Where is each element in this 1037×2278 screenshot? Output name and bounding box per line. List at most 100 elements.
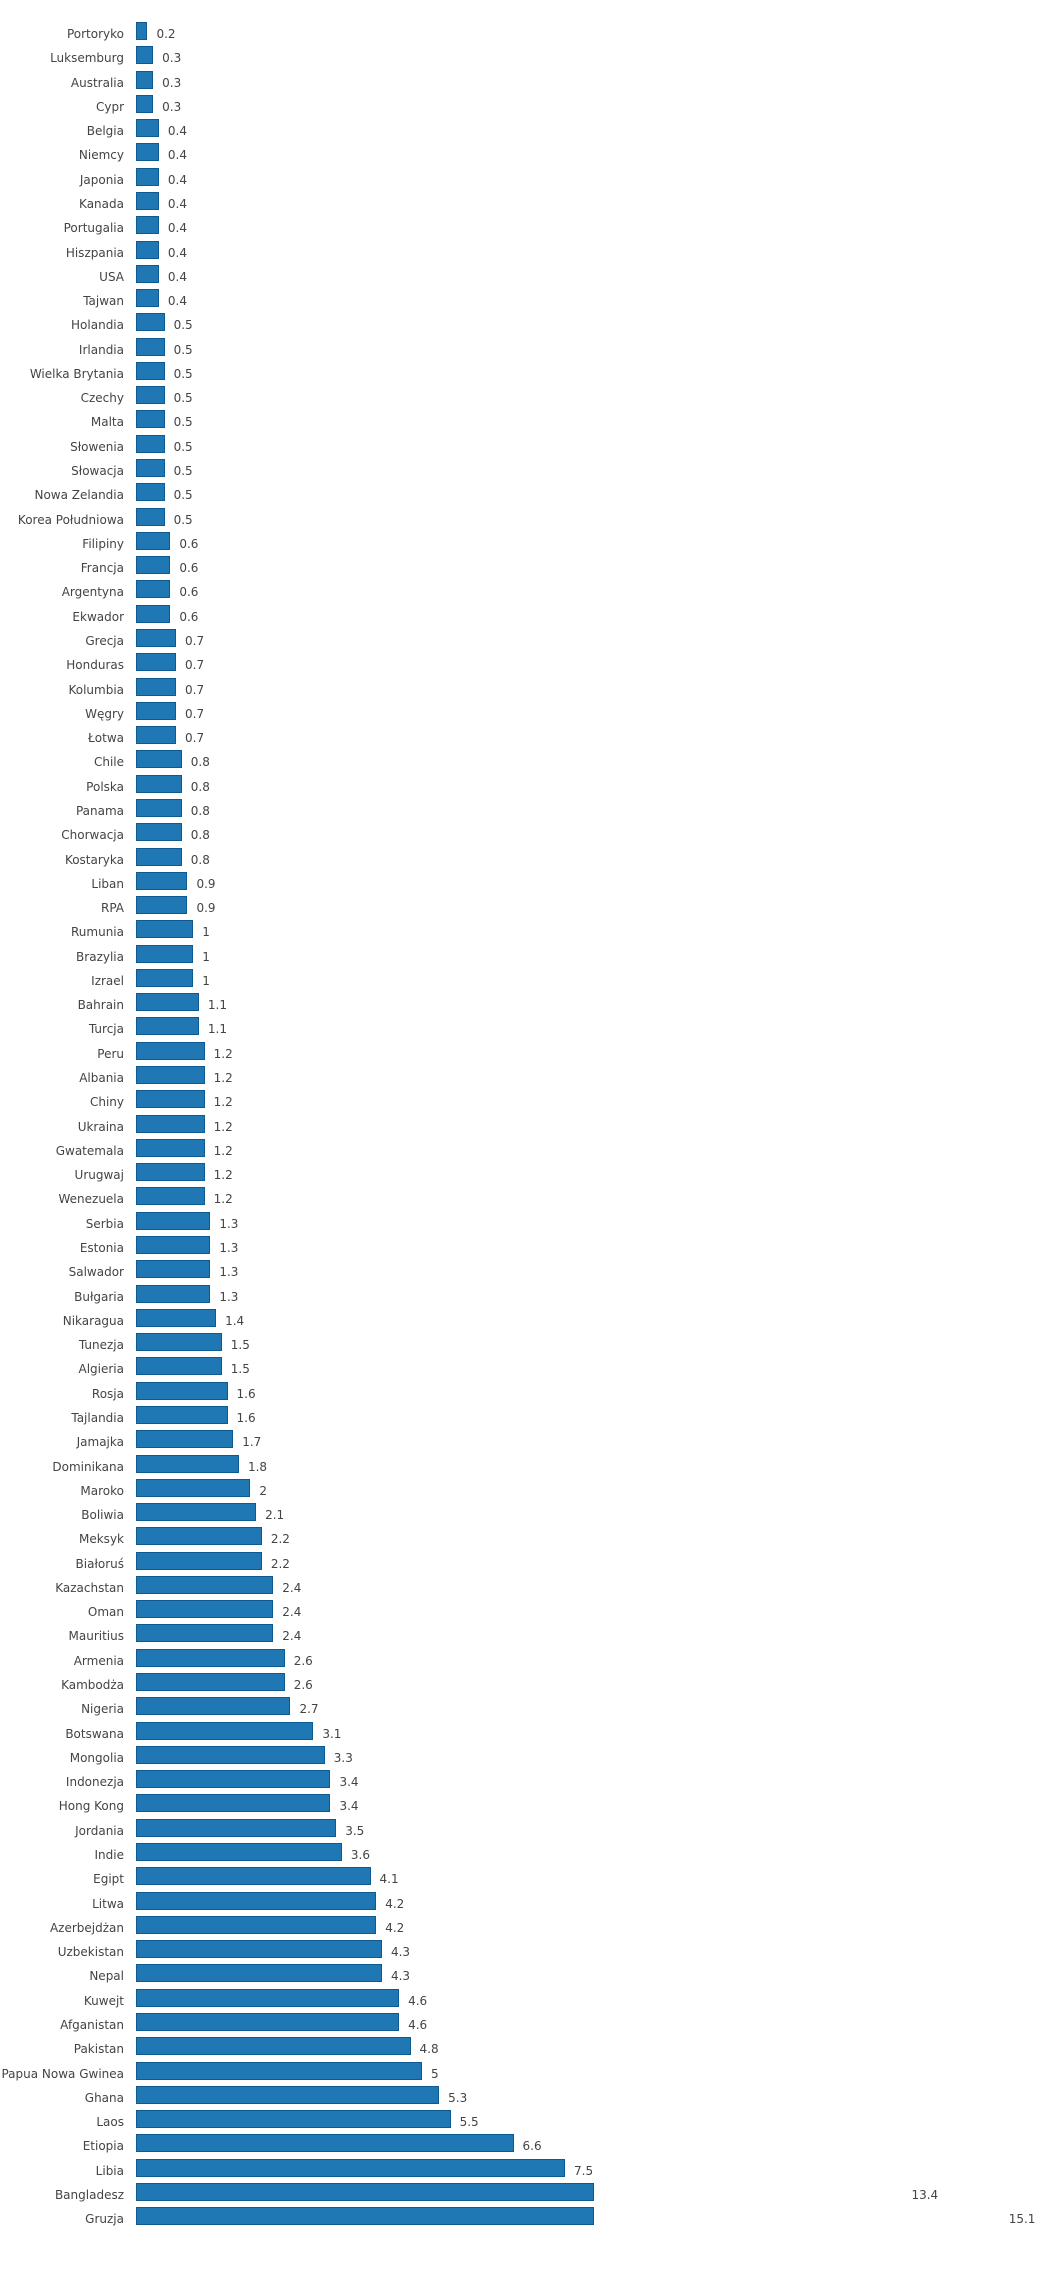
category-label: Kostaryka xyxy=(64,852,124,867)
bar xyxy=(136,2085,440,2104)
category-label: Mongolia xyxy=(69,1750,124,1765)
bar xyxy=(136,46,154,65)
bar xyxy=(136,1114,205,1133)
category-label: Chile xyxy=(93,755,124,770)
bar-row: Rosja 1.6 xyxy=(0,1381,1037,1406)
value-label: 1.1 xyxy=(207,998,227,1013)
value-label: 1.8 xyxy=(247,1459,268,1474)
bar xyxy=(136,653,177,672)
category-label: Boliwia xyxy=(81,1508,124,1523)
bar-row: Cypr 0.3 xyxy=(0,94,1037,119)
value-label: 0.5 xyxy=(173,391,193,406)
category-label: Czechy xyxy=(80,391,124,406)
bar-row: Grecja 0.7 xyxy=(0,629,1037,653)
bar xyxy=(136,119,159,138)
value-label: 0.8 xyxy=(190,755,210,770)
category-label: Irlandia xyxy=(78,342,124,357)
category-label: Bahrain xyxy=(77,998,124,1013)
bar xyxy=(136,920,194,939)
bar xyxy=(136,556,171,575)
bar-row: Turcja 1.1 xyxy=(0,1017,1037,1041)
bar xyxy=(136,1794,331,1813)
value-label: 0.4 xyxy=(167,148,187,163)
value-label: 0.9 xyxy=(196,876,216,891)
value-label: 1.5 xyxy=(230,1338,250,1353)
value-label: 0.4 xyxy=(167,124,187,139)
bar xyxy=(136,289,159,308)
value-label: 0.5 xyxy=(173,512,193,527)
category-label: Tajlandia xyxy=(71,1410,124,1425)
category-label: Meksyk xyxy=(79,1532,124,1547)
value-label: 0.6 xyxy=(179,536,199,551)
bar-row: Holandia 0.5 xyxy=(0,313,1037,337)
bar-row: Filipiny 0.6 xyxy=(0,531,1037,556)
bar-row: Maroko 2 xyxy=(0,1478,1037,1503)
category-label: Bułgaria xyxy=(74,1289,124,1304)
category-label: Kolumbia xyxy=(68,682,124,697)
value-label: 1.2 xyxy=(213,1046,233,1061)
bar xyxy=(136,1430,234,1449)
value-label: 13.4 xyxy=(911,2187,939,2202)
bar xyxy=(136,264,159,283)
value-label: 3.5 xyxy=(345,1823,365,1838)
bar-row: Indonezja 3.4 xyxy=(0,1770,1037,1794)
bar-row: Chile 0.8 xyxy=(0,750,1037,774)
category-label: Jordania xyxy=(75,1823,124,1838)
bar xyxy=(136,2182,594,2201)
bar xyxy=(136,968,194,987)
bar xyxy=(136,1770,331,1789)
category-label: Białoruś xyxy=(75,1556,124,1571)
bar-row: Meksyk 2.2 xyxy=(0,1527,1037,1551)
bar-row: Czechy 0.5 xyxy=(0,386,1037,410)
value-label: 1.2 xyxy=(213,1192,233,1207)
bar xyxy=(136,361,165,380)
category-label: Ukraina xyxy=(77,1119,124,1134)
bar xyxy=(136,167,159,186)
category-label: Urugwaj xyxy=(74,1168,124,1183)
category-label: Papua Nowa Gwinea xyxy=(1,2066,124,2081)
value-label: 0.6 xyxy=(179,561,199,576)
bar-row: Mongolia 3.3 xyxy=(0,1745,1037,1770)
bar xyxy=(136,1236,211,1254)
value-label: 1.5 xyxy=(230,1362,250,1377)
bar-row: Jordania 3.5 xyxy=(0,1818,1037,1843)
bar-row: Mauritius 2.4 xyxy=(0,1624,1037,1648)
bar-row: Laos 5.5 xyxy=(0,2110,1037,2134)
bar-row: Izrael 1 xyxy=(0,968,1037,993)
category-label: Bangladesz xyxy=(54,2187,124,2202)
category-label: Liban xyxy=(91,876,124,891)
bar xyxy=(136,1284,211,1303)
value-label: 1.2 xyxy=(213,1168,233,1183)
bar-row: Afganistan 4.6 xyxy=(0,2012,1037,2037)
value-label: 5.5 xyxy=(459,2115,479,2130)
value-label: 1.2 xyxy=(213,1095,233,1110)
bar xyxy=(136,507,165,526)
bar xyxy=(136,1017,199,1036)
bar-row: Etiopia 6.6 xyxy=(0,2134,1037,2158)
bar xyxy=(136,896,188,915)
value-label: 1.3 xyxy=(219,1216,239,1231)
category-label: Łotwa xyxy=(88,731,124,746)
bar xyxy=(136,1454,239,1473)
bar-row: Argentyna 0.6 xyxy=(0,580,1037,604)
category-label: Libia xyxy=(95,2163,124,2178)
value-label: 0.5 xyxy=(173,439,193,454)
bar-row: Bangladesz 13.4 xyxy=(0,2182,1037,2207)
value-label: 2 xyxy=(259,1483,268,1498)
bar-row: Salwador 1.3 xyxy=(0,1260,1037,1284)
bar xyxy=(136,2061,422,2080)
category-label: Grecja xyxy=(85,634,124,648)
value-label: 5.3 xyxy=(448,2090,468,2105)
category-label: Nowa Zelandia xyxy=(34,488,124,503)
bar xyxy=(136,1721,314,1740)
bar xyxy=(136,1964,382,1983)
bar-row: Boliwia 2.1 xyxy=(0,1503,1037,1527)
category-label: Honduras xyxy=(66,658,124,673)
bar-row: Kanada 0.4 xyxy=(0,191,1037,216)
value-label: 4.2 xyxy=(385,1896,405,1911)
value-label: 1.3 xyxy=(219,1265,239,1280)
category-label: Litwa xyxy=(92,1896,124,1911)
bar-row: Białoruś 2.2 xyxy=(0,1551,1037,1576)
category-label: Pakistan xyxy=(73,2042,124,2057)
bar xyxy=(136,1648,285,1667)
